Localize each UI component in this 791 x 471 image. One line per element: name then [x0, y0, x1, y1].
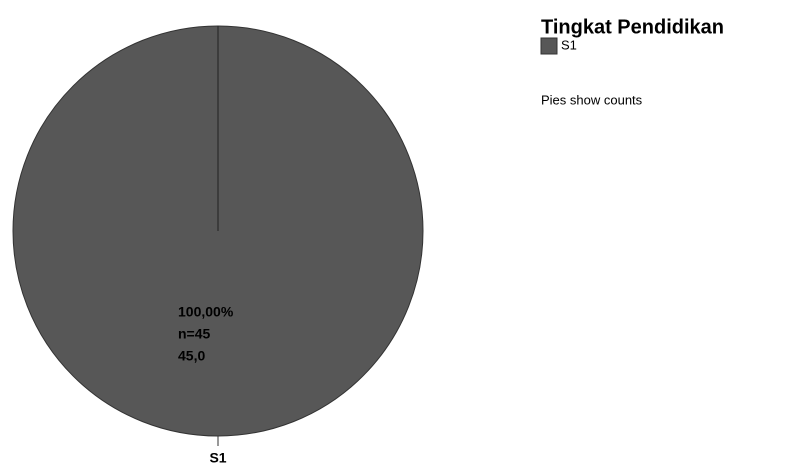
value-label: 45,0: [178, 348, 205, 364]
percent-label: 100,00%: [178, 304, 234, 320]
pie: S1 100,00% n=45 45,0: [12, 25, 424, 466]
legend-title: Tingkat Pendidikan: [541, 16, 724, 38]
legend-label: S1: [561, 37, 577, 52]
category-label: S1: [209, 450, 226, 466]
legend-swatch: [540, 37, 558, 55]
note: Pies show counts: [541, 92, 643, 107]
legend: Tingkat Pendidikan S1: [540, 16, 724, 55]
count-label: n=45: [178, 326, 211, 342]
